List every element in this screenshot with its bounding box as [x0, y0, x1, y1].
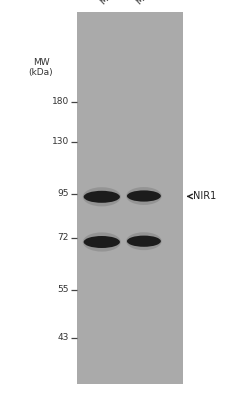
Ellipse shape: [84, 191, 120, 203]
Text: 55: 55: [58, 286, 69, 294]
Text: MCF-7: MCF-7: [98, 0, 124, 6]
Ellipse shape: [84, 236, 120, 248]
Bar: [77, 12, 183, 384]
Ellipse shape: [83, 232, 121, 252]
Ellipse shape: [127, 236, 161, 247]
Text: MW
(kDa): MW (kDa): [29, 58, 53, 77]
Ellipse shape: [126, 232, 162, 250]
Text: 43: 43: [58, 334, 69, 342]
Ellipse shape: [126, 187, 162, 205]
Text: 180: 180: [52, 98, 69, 106]
Text: NIR1: NIR1: [193, 192, 216, 202]
Ellipse shape: [83, 187, 121, 206]
Text: 72: 72: [58, 234, 69, 242]
Text: MDA-MB-231: MDA-MB-231: [134, 0, 181, 6]
Ellipse shape: [127, 190, 161, 202]
Text: 95: 95: [58, 190, 69, 198]
Text: 130: 130: [52, 138, 69, 146]
